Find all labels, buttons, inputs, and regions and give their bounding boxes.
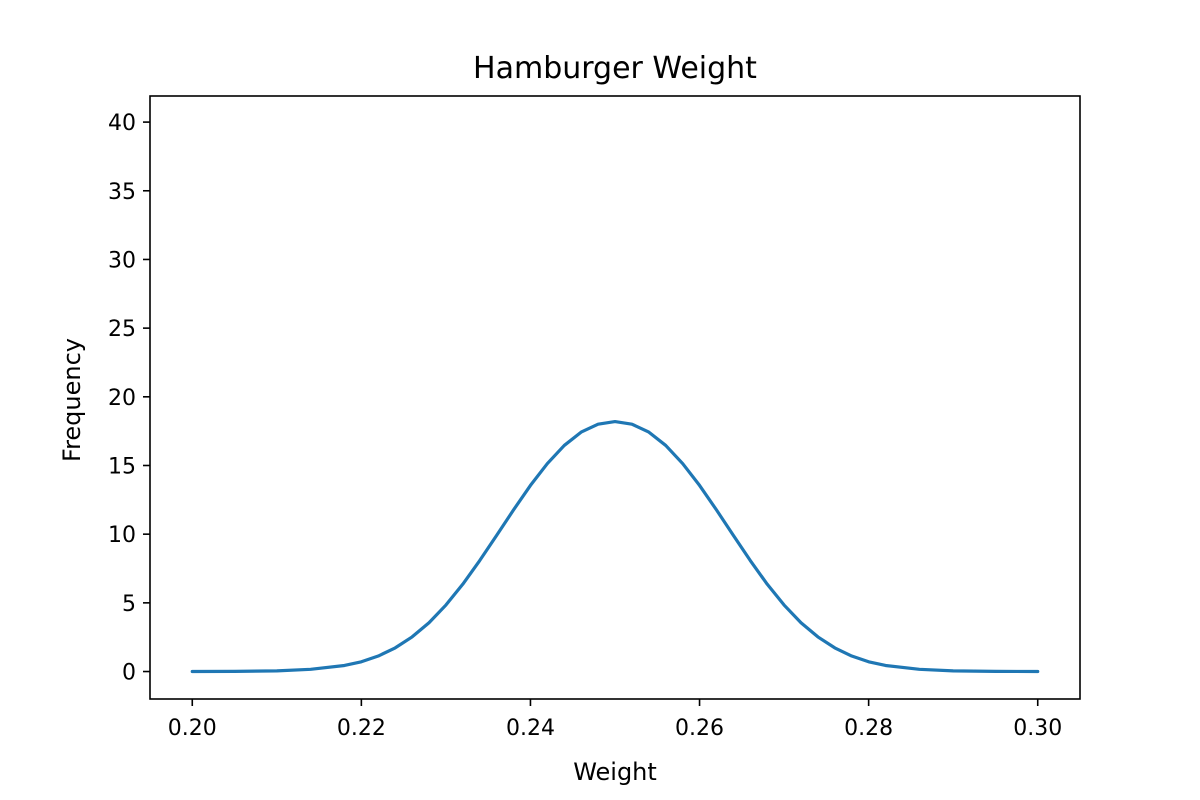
y-tick-label: 25 bbox=[108, 317, 136, 342]
y-tick-label: 20 bbox=[108, 386, 136, 411]
y-tick-label: 5 bbox=[122, 592, 136, 617]
y-axis: 0 5 10 15 20 25 30 35 40 bbox=[108, 111, 150, 686]
x-tick-label: 0.20 bbox=[168, 716, 217, 741]
y-axis-label: Frequency bbox=[58, 338, 86, 462]
y-tick-label: 0 bbox=[122, 661, 136, 686]
y-tick-label: 10 bbox=[108, 523, 136, 548]
x-tick-label: 0.28 bbox=[844, 716, 893, 741]
x-tick-label: 0.26 bbox=[675, 716, 724, 741]
x-axis-label: Weight bbox=[573, 758, 657, 786]
y-tick-label: 35 bbox=[108, 180, 136, 205]
x-tick-label: 0.30 bbox=[1013, 716, 1062, 741]
chart-title: Hamburger Weight bbox=[473, 51, 757, 86]
y-tick-label: 15 bbox=[108, 454, 136, 479]
x-tick-label: 0.24 bbox=[506, 716, 555, 741]
x-axis: 0.20 0.22 0.24 0.26 0.28 0.30 bbox=[168, 699, 1062, 741]
x-tick-label: 0.22 bbox=[337, 716, 386, 741]
y-tick-label: 40 bbox=[108, 111, 136, 136]
series-line bbox=[190, 419, 1040, 674]
y-tick-label: 30 bbox=[108, 248, 136, 273]
